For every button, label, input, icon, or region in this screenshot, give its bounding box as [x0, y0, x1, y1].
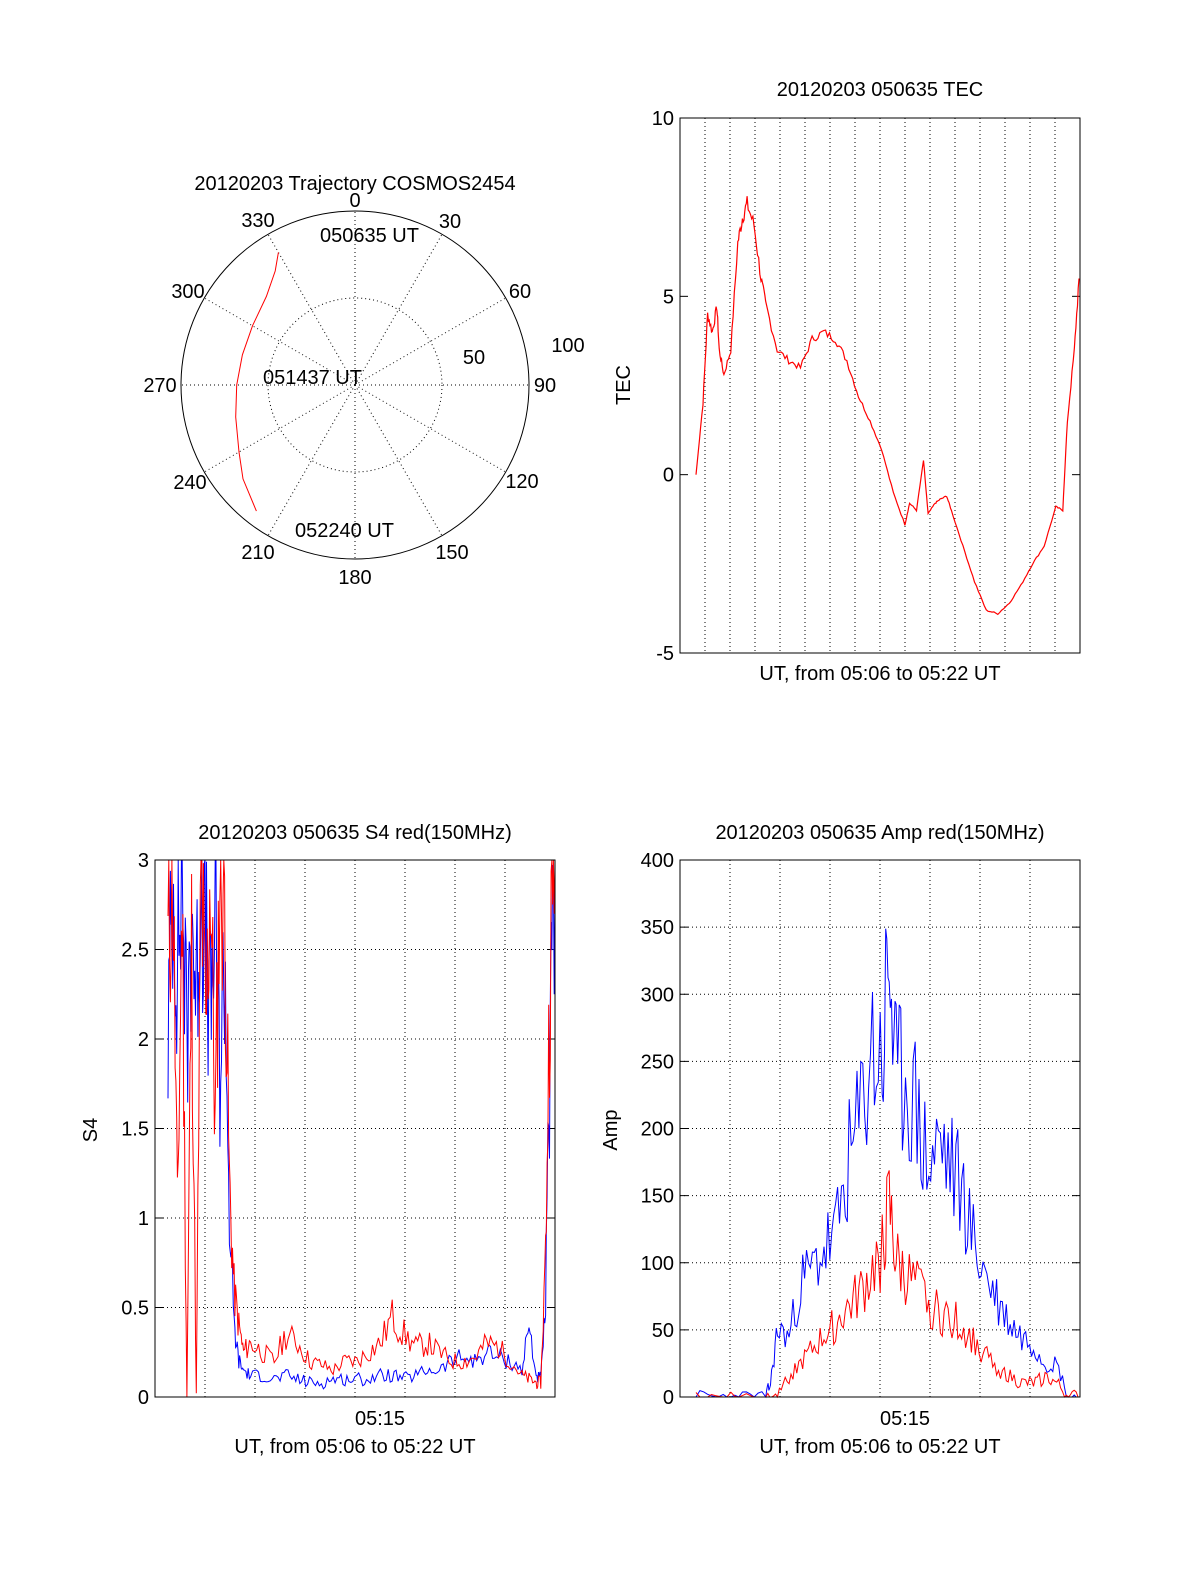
tec-ytick-label: 10	[652, 108, 674, 130]
amp-grid	[680, 860, 1080, 1397]
s4-plot-frame	[154, 859, 556, 1398]
amp-ytick-label: 300	[641, 984, 674, 1006]
trajectory-title: 20120203 Trajectory COSMOS2454	[194, 173, 515, 195]
tec-y-ticks: -5 0 5 10	[652, 108, 1080, 665]
angle-label-60: 60	[509, 281, 531, 303]
tec-ytick-label: 0	[663, 465, 674, 487]
tec-ytick-label: -5	[656, 643, 674, 665]
amp-ytick-label: 150	[641, 1186, 674, 1208]
angle-label-300: 300	[171, 281, 204, 303]
s4-ytick-label: 2.5	[121, 940, 149, 962]
s4-ytick-label: 3	[138, 850, 149, 872]
polar-ring-50	[267, 297, 443, 473]
amp-plot: 20120203 050635 Amp red(150MHz) 0 50 100 15…	[600, 822, 1081, 1458]
amp-x-axis-label: UT, from 05:06 to 05:22 UT	[759, 1436, 1000, 1458]
trajectory-plot: 20120203 Trajectory COSMOS2454 0 30 60 90 12…	[143, 173, 584, 589]
polar-spoke-300	[204, 297, 356, 386]
polar-spoke-150	[354, 384, 443, 536]
track-label-start: 050635 UT	[320, 225, 419, 247]
angle-label-30: 30	[439, 211, 461, 233]
trajectory-track	[235, 252, 279, 512]
tec-y-axis-label: TEC	[613, 365, 635, 405]
polar-grid	[181, 211, 529, 559]
tec-title: 20120203 050635 TEC	[777, 79, 983, 101]
amp-ytick-label: 250	[641, 1051, 674, 1073]
radial-label-50: 50	[463, 347, 485, 369]
amp-series-red	[695, 1170, 1080, 1399]
s4-grid	[155, 860, 555, 1397]
angle-label-0: 0	[349, 190, 360, 212]
s4-ytick-label: 0.5	[121, 1298, 149, 1320]
polar-spoke-60	[354, 297, 506, 386]
amp-y-ticks: 0 50 100 150 200 250 300 350 400	[641, 850, 1080, 1409]
track-label-mid: 051437 UT	[263, 367, 362, 389]
angle-label-180: 180	[338, 567, 371, 589]
tec-ytick-label: 5	[663, 286, 674, 308]
amp-plot-frame	[679, 859, 1081, 1398]
amp-ytick-label: 350	[641, 917, 674, 939]
polar-spoke-120	[354, 384, 506, 473]
tec-x-axis-label: UT, from 05:06 to 05:22 UT	[759, 663, 1000, 685]
s4-series-red	[167, 859, 556, 1398]
amp-y-axis-label: Amp	[600, 1109, 622, 1150]
polar-spoke-240	[204, 384, 356, 473]
angle-label-90: 90	[534, 375, 556, 397]
amp-title: 20120203 050635 Amp red(150MHz)	[715, 822, 1044, 844]
s4-y-ticks: 0 0.5 1 1.5 2 2.5 3	[121, 850, 555, 1409]
s4-x-axis-label: UT, from 05:06 to 05:22 UT	[234, 1436, 475, 1458]
track-label-end: 052240 UT	[295, 520, 394, 542]
polar-spoke-30	[354, 234, 443, 386]
amp-series-blue	[695, 928, 1080, 1399]
amp-x-tick-0515: 05:15	[880, 1408, 930, 1430]
angle-label-240: 240	[173, 472, 206, 494]
polar-angle-labels: 0 30 60 90 120 150 180 210 240 270 300 330	[143, 190, 556, 589]
tec-plot: 20120203 050635 TEC -5 0 5 10 UT, from 05:0…	[613, 79, 1081, 685]
tec-series-line	[695, 196, 1080, 616]
s4-ytick-label: 1	[138, 1208, 149, 1230]
amp-ytick-label: 200	[641, 1119, 674, 1141]
angle-label-210: 210	[241, 542, 274, 564]
s4-title: 20120203 050635 S4 red(150MHz)	[198, 822, 512, 844]
radial-label-100: 100	[551, 335, 584, 357]
angle-label-330: 330	[241, 210, 274, 232]
polar-spoke-210	[267, 384, 356, 536]
polar-spoke-330	[267, 234, 356, 386]
s4-ytick-label: 2	[138, 1029, 149, 1051]
s4-ytick-label: 0	[138, 1387, 149, 1409]
amp-ytick-label: 100	[641, 1253, 674, 1275]
angle-label-120: 120	[505, 471, 538, 493]
amp-ytick-label: 400	[641, 850, 674, 872]
angle-label-150: 150	[435, 542, 468, 564]
s4-x-tick-0515: 05:15	[355, 1408, 405, 1430]
s4-series-blue	[167, 859, 556, 1390]
s4-y-axis-label: S4	[80, 1118, 102, 1142]
s4-plot: 20120203 050635 S4 red(150MHz) 0 0.5 1 1.5 2…	[80, 822, 556, 1458]
tec-grid	[704, 118, 1056, 653]
tec-plot-frame	[679, 117, 1081, 654]
s4-ytick-label: 1.5	[121, 1119, 149, 1141]
polar-outer-circle	[180, 210, 530, 560]
amp-ytick-label: 50	[652, 1320, 674, 1342]
angle-label-270: 270	[143, 375, 176, 397]
amp-ytick-label: 0	[663, 1387, 674, 1409]
